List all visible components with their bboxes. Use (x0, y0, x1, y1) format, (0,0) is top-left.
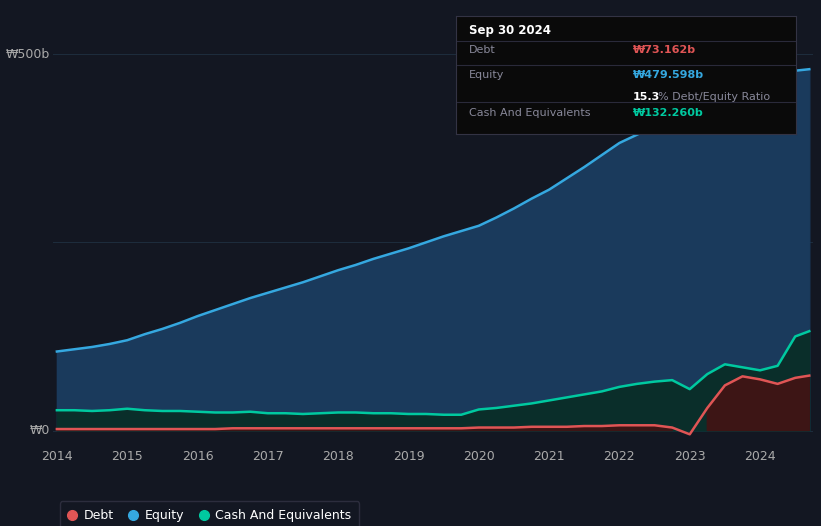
Text: ₩0: ₩0 (30, 424, 49, 437)
Text: ₩479.598b: ₩479.598b (633, 70, 704, 80)
Text: ₩73.162b: ₩73.162b (633, 45, 696, 55)
Text: Cash And Equivalents: Cash And Equivalents (470, 108, 591, 118)
Text: 15.3: 15.3 (633, 92, 660, 102)
Text: Equity: Equity (470, 70, 505, 80)
Text: Sep 30 2024: Sep 30 2024 (470, 24, 551, 37)
Text: ₩500b: ₩500b (5, 48, 49, 60)
Legend: Debt, Equity, Cash And Equivalents: Debt, Equity, Cash And Equivalents (60, 501, 359, 526)
Text: ₩132.260b: ₩132.260b (633, 108, 704, 118)
Text: Debt: Debt (470, 45, 496, 55)
Text: % Debt/Equity Ratio: % Debt/Equity Ratio (658, 92, 770, 102)
